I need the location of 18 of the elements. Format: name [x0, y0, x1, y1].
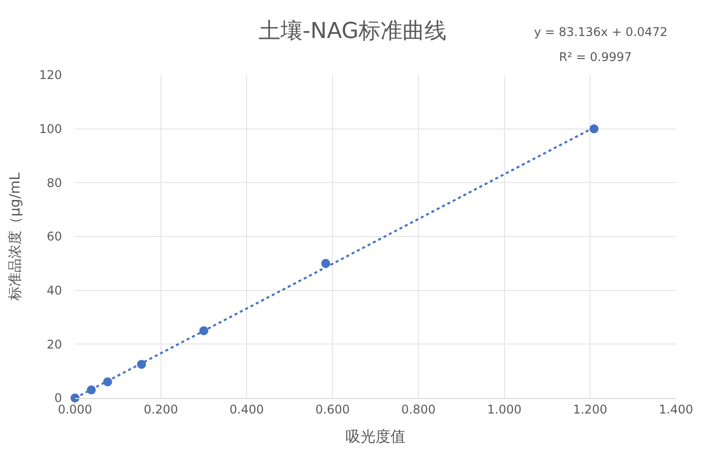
x-axis-title: 吸光度值	[346, 427, 406, 446]
y-tick-label: 80	[46, 176, 62, 190]
y-tick-label: 60	[46, 230, 62, 244]
text: y = 83.136x + 0.0472	[534, 25, 668, 39]
x-tick-label: 1.000	[487, 402, 522, 416]
x-tick-label: 1.400	[658, 402, 694, 416]
x-tick-label: 0.400	[230, 402, 264, 416]
x-tick-label: 0.800	[401, 402, 436, 416]
x-tick-label: 0.600	[315, 402, 350, 416]
y-tick-label: 120	[39, 68, 62, 82]
text: R² = 0.9997	[559, 50, 632, 64]
y-tick-label: 100	[39, 122, 62, 136]
x-tick-label: 1.200	[572, 402, 608, 416]
y-tick-label: 40	[46, 284, 62, 298]
chart-title: 土壤-NAG标准曲线	[258, 19, 447, 44]
y-tick-label: 20	[46, 337, 62, 352]
x-tick-label: 0.200	[144, 402, 178, 416]
y-axis-title: 标准品浓度（μg/mL	[8, 172, 24, 302]
